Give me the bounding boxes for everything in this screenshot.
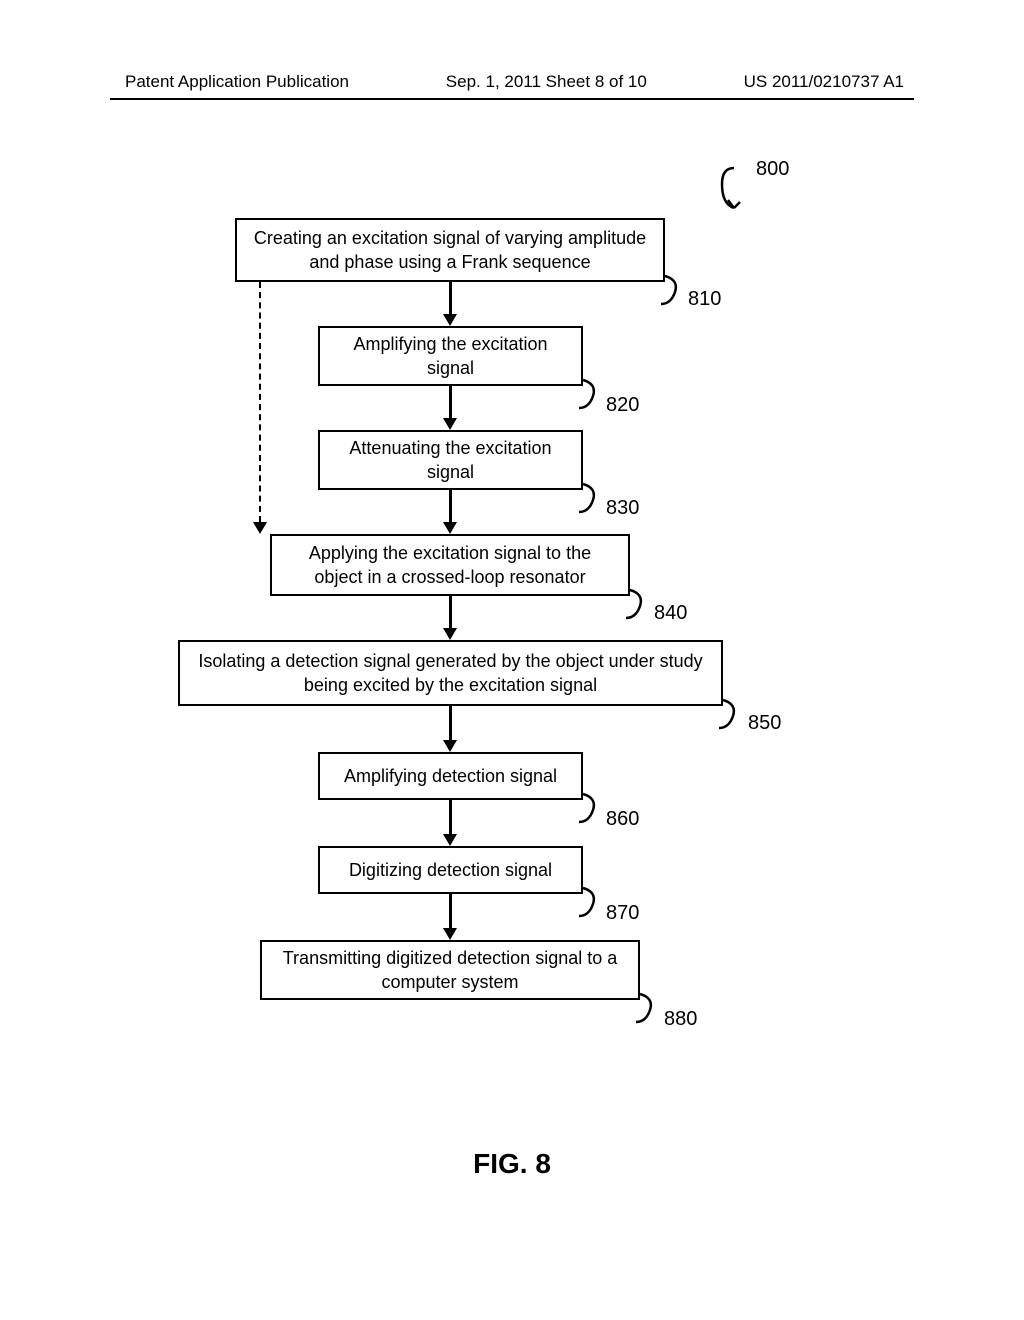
hook-840 (622, 588, 652, 622)
arrow-810-820 (449, 282, 452, 314)
arrow-830-840 (449, 490, 452, 522)
ref-840: 840 (654, 602, 687, 625)
hook-850 (715, 698, 745, 732)
arrow-820-830 (449, 386, 452, 418)
box-820: Amplifying the excitation signal (318, 326, 583, 386)
box-850: Isolating a detection signal generated b… (178, 640, 723, 706)
box-840-text: Applying the excitation signal to the ob… (284, 541, 616, 590)
box-810-text: Creating an excitation signal of varying… (249, 226, 651, 275)
box-840: Applying the excitation signal to the ob… (270, 534, 630, 596)
ref-800: 800 (756, 158, 789, 181)
hook-830 (575, 482, 605, 516)
box-830-text: Attenuating the excitation signal (332, 436, 569, 485)
ref-860: 860 (606, 808, 639, 831)
box-820-text: Amplifying the excitation signal (332, 332, 569, 381)
arrowhead-840-850 (443, 628, 457, 640)
hook-870 (575, 886, 605, 920)
ref-880: 880 (664, 1008, 697, 1031)
figure-caption: FIG. 8 (0, 1148, 1024, 1180)
dashed-arrowhead (253, 522, 267, 534)
arrowhead-870-880 (443, 928, 457, 940)
box-860: Amplifying detection signal (318, 752, 583, 800)
hook-810 (657, 274, 687, 308)
box-830: Attenuating the excitation signal (318, 430, 583, 490)
ref-810: 810 (688, 288, 721, 311)
flowchart-diagram: 800 Creating an excitation signal of var… (160, 170, 860, 1120)
dashed-bypass-line (259, 282, 261, 522)
header-date-sheet: Sep. 1, 2011 Sheet 8 of 10 (446, 72, 647, 92)
box-880-text: Transmitting digitized detection signal … (274, 946, 626, 995)
arrow-860-870 (449, 800, 452, 834)
box-880: Transmitting digitized detection signal … (260, 940, 640, 1000)
hook-820 (575, 378, 605, 412)
arrowhead-810-820 (443, 314, 457, 326)
reference-hook-800 (718, 166, 752, 214)
arrow-850-860 (449, 706, 452, 740)
ref-830: 830 (606, 497, 639, 520)
box-870-text: Digitizing detection signal (349, 858, 552, 882)
ref-870: 870 (606, 902, 639, 925)
ref-850: 850 (748, 712, 781, 735)
box-850-text: Isolating a detection signal generated b… (192, 649, 709, 698)
hook-860 (575, 792, 605, 826)
header-divider (110, 98, 914, 100)
arrowhead-860-870 (443, 834, 457, 846)
header-publication: Patent Application Publication (125, 72, 349, 92)
arrowhead-820-830 (443, 418, 457, 430)
box-870: Digitizing detection signal (318, 846, 583, 894)
arrow-840-850 (449, 596, 452, 628)
arrow-870-880 (449, 894, 452, 928)
hook-880 (632, 992, 662, 1026)
box-810: Creating an excitation signal of varying… (235, 218, 665, 282)
arrowhead-830-840 (443, 522, 457, 534)
arrowhead-850-860 (443, 740, 457, 752)
header-pub-number: US 2011/0210737 A1 (744, 72, 904, 92)
ref-820: 820 (606, 394, 639, 417)
box-860-text: Amplifying detection signal (344, 764, 557, 788)
